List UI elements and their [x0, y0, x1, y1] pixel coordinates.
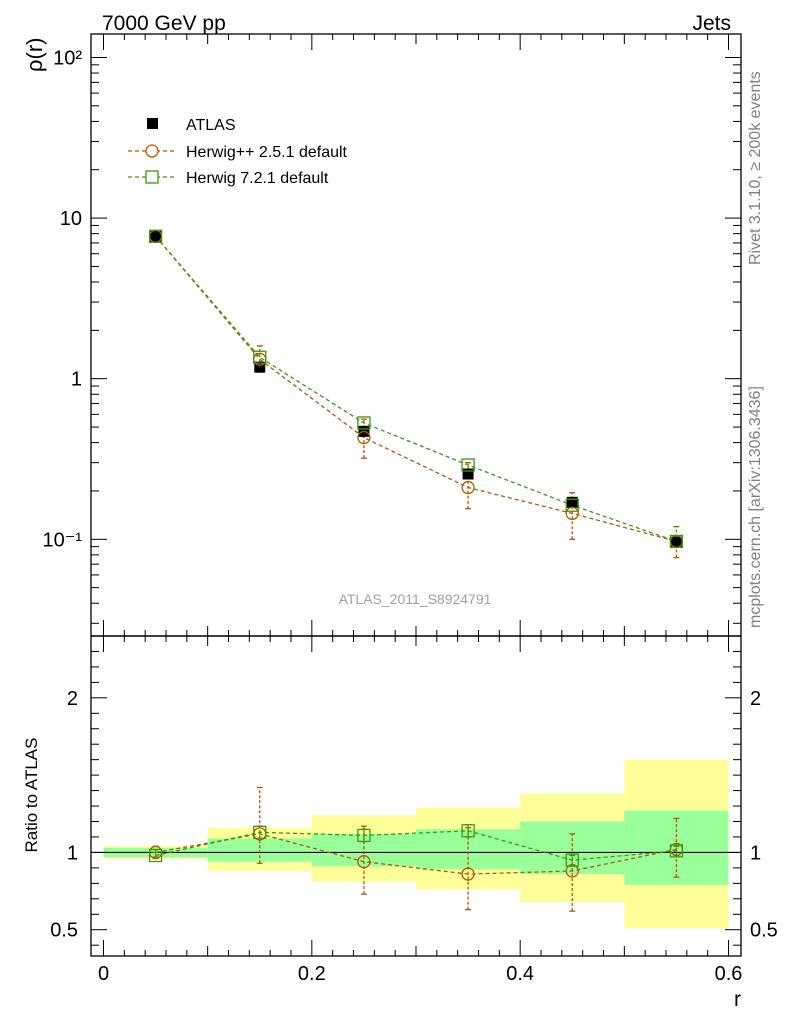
analysis-watermark: ATLAS_2011_S8924791: [339, 591, 492, 607]
x-tick-label-3: 0.6: [715, 963, 743, 985]
ratio-axis-title: Ratio to ATLAS: [22, 738, 41, 853]
ratio-herwig7-point-2: [357, 828, 371, 843]
y-tick-label-2: 10: [60, 208, 82, 230]
ratio-herwig7-point-1: [253, 825, 267, 839]
herwig7-point-5: [669, 534, 684, 549]
ratio-herwig7-point-5: [669, 844, 684, 858]
atlas-point-0: [150, 230, 162, 242]
data-marks: [148, 229, 684, 912]
y-tick-label-3: 10²: [53, 47, 82, 69]
header-right: Jets: [692, 12, 731, 35]
ratio-tick-label-left-2: 2: [67, 688, 78, 710]
legend-marker-herwig7: [145, 170, 159, 184]
ratio-herwigpp-point-4: [565, 864, 579, 878]
atlas-point-4: [566, 496, 578, 508]
y-tick-label-0: 10⁻¹: [43, 529, 83, 551]
y-axis-title: ρ(r): [22, 38, 47, 73]
herwigpp-point-4: [565, 506, 579, 521]
herwig7-point-2: [357, 416, 371, 430]
rivet-label: Rivet 3.1.10, ≥ 200k events: [747, 71, 764, 265]
herwig7-line: [155, 235, 677, 543]
x-tick-label-0: 0: [98, 963, 109, 985]
legend-label-atlas: ATLAS: [186, 117, 236, 134]
band-inner-1: [207, 838, 312, 862]
ratio-herwig7-point-0: [148, 848, 163, 863]
legend-marker-herwigpp: [145, 144, 159, 158]
ratio-tick-label-left-0: 0.5: [50, 920, 78, 942]
ratio-tick-label-left-1: 1: [67, 842, 78, 864]
herwig7-point-4: [565, 498, 579, 512]
ratio-tick-label-right-2: 2: [750, 688, 761, 710]
ratio-herwigpp-line: [155, 833, 677, 875]
legend: ATLAS Herwig++ 2.5.1 default Herwig 7.2.…: [128, 117, 348, 187]
ratio-herwigpp-point-2: [357, 855, 371, 869]
x-tick-label-1: 0.2: [298, 963, 326, 985]
legend-label-herwigpp: Herwig++ 2.5.1 default: [186, 144, 348, 161]
tick-labels: 0 0.2 0.4 0.6 10⁻¹ 1 10 10² 0.5 0.5 1 1 2 2: [43, 47, 778, 985]
atlas-point-5: [670, 536, 682, 548]
herwig7-point-1: [253, 350, 267, 364]
herwigpp-line: [155, 235, 677, 543]
ratio-herwig7-point-4: [565, 853, 579, 867]
herwig7-point-3: [461, 458, 475, 472]
axis-ticks: [91, 34, 741, 956]
ratio-tick-label-right-0: 0.5: [750, 920, 778, 942]
x-axis-title: r: [734, 988, 741, 1011]
ratio-herwig7-point-3: [461, 824, 475, 838]
herwigpp-point-3: [461, 480, 475, 495]
herwigpp-point-2: [357, 430, 371, 445]
uncertainty-bands: [103, 759, 729, 929]
ratio-tick-label-right-1: 1: [750, 842, 761, 864]
y-tick-label-1: 1: [71, 369, 82, 391]
atlas-point-3: [462, 468, 474, 480]
header-left: 7000 GeV pp: [102, 12, 226, 35]
mcplots-label: mcplots.cern.ch [arXiv:1306.3436]: [747, 386, 764, 628]
ratio-herwigpp-point-3: [461, 867, 475, 881]
herwig7-point-0: [148, 229, 163, 243]
legend-label-herwig7: Herwig 7.2.1 default: [186, 170, 329, 187]
atlas-point-1: [254, 361, 266, 373]
legend-marker-atlas: [147, 118, 158, 129]
x-tick-label-2: 0.4: [506, 963, 534, 985]
